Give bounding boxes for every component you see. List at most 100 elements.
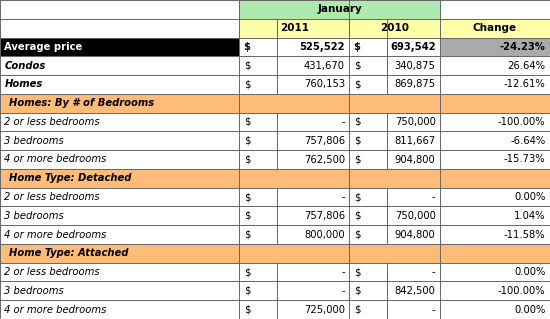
Text: $: $ (354, 286, 360, 296)
Text: -100.00%: -100.00% (498, 117, 546, 127)
Bar (349, 150, 440, 169)
Text: January: January (317, 4, 362, 14)
Bar (239, 225, 349, 244)
Text: Homes: Homes (4, 79, 43, 89)
Text: 693,542: 693,542 (390, 42, 436, 52)
Bar (440, 38, 550, 56)
Text: 762,500: 762,500 (304, 154, 345, 165)
Text: 757,806: 757,806 (304, 136, 345, 146)
Text: $: $ (244, 154, 250, 165)
Text: -: - (341, 117, 345, 127)
Text: -6.64%: -6.64% (510, 136, 546, 146)
Text: 869,875: 869,875 (394, 79, 436, 89)
Bar (0, 263, 239, 281)
Bar (440, 188, 550, 206)
Bar (239, 56, 349, 75)
Bar (440, 19, 550, 38)
Bar (0, 300, 239, 319)
Bar (440, 56, 550, 75)
Text: Average price: Average price (4, 42, 82, 52)
Text: 757,806: 757,806 (304, 211, 345, 221)
Text: $: $ (244, 192, 250, 202)
Text: Change: Change (473, 23, 517, 33)
Bar (349, 19, 440, 38)
Bar (440, 150, 550, 169)
Bar (0, 206, 239, 225)
Bar (440, 263, 550, 281)
Text: $: $ (354, 117, 360, 127)
Text: $: $ (354, 42, 361, 52)
Bar (239, 113, 349, 131)
Bar (0, 188, 239, 206)
Bar (239, 300, 349, 319)
Text: 750,000: 750,000 (395, 211, 436, 221)
Text: 760,153: 760,153 (304, 79, 345, 89)
Bar (349, 38, 440, 56)
Text: 2 or less bedrooms: 2 or less bedrooms (4, 192, 100, 202)
Bar (349, 113, 440, 131)
Bar (239, 188, 349, 206)
Text: $: $ (354, 267, 360, 277)
Text: -12.61%: -12.61% (504, 79, 546, 89)
Bar (440, 113, 550, 131)
Text: Homes: By # of Bedrooms: Homes: By # of Bedrooms (9, 98, 154, 108)
Bar (239, 0, 440, 19)
Text: 4 or more bedrooms: 4 or more bedrooms (4, 230, 107, 240)
Bar (0, 38, 239, 56)
Text: -15.73%: -15.73% (504, 154, 546, 165)
Text: 4 or more bedrooms: 4 or more bedrooms (4, 305, 107, 315)
Bar (239, 131, 349, 150)
Bar (349, 56, 440, 75)
Text: -: - (432, 267, 436, 277)
Text: Condos: Condos (4, 61, 46, 71)
Text: $: $ (244, 79, 250, 89)
Text: -: - (341, 267, 345, 277)
Bar (349, 188, 440, 206)
Text: 725,000: 725,000 (304, 305, 345, 315)
Bar (440, 300, 550, 319)
Text: 904,800: 904,800 (395, 154, 436, 165)
Text: -: - (432, 192, 436, 202)
Bar (349, 131, 440, 150)
Bar (0, 225, 239, 244)
Text: 3 bedrooms: 3 bedrooms (4, 211, 64, 221)
Text: -: - (341, 286, 345, 296)
Text: $: $ (244, 267, 250, 277)
Text: $: $ (354, 154, 360, 165)
Bar (0, 131, 239, 150)
Bar (349, 75, 440, 94)
Text: -11.58%: -11.58% (504, 230, 546, 240)
Text: $: $ (244, 286, 250, 296)
Bar (440, 75, 550, 94)
Text: $: $ (354, 79, 360, 89)
Bar (349, 281, 440, 300)
Text: $: $ (354, 61, 360, 71)
Bar (440, 281, 550, 300)
Bar (440, 131, 550, 150)
Text: -24.23%: -24.23% (500, 42, 546, 52)
Bar (349, 263, 440, 281)
Text: 4 or more bedrooms: 4 or more bedrooms (4, 154, 107, 165)
Text: 1.04%: 1.04% (514, 211, 546, 221)
Bar (440, 206, 550, 225)
Bar (239, 263, 349, 281)
Text: -: - (341, 192, 345, 202)
Text: -: - (432, 305, 436, 315)
Bar (0, 244, 550, 263)
Text: 340,875: 340,875 (395, 61, 436, 71)
Text: $: $ (244, 305, 250, 315)
Bar (239, 150, 349, 169)
Bar (239, 75, 349, 94)
Text: 3 bedrooms: 3 bedrooms (4, 136, 64, 146)
Text: 750,000: 750,000 (395, 117, 436, 127)
Text: $: $ (244, 230, 250, 240)
Text: $: $ (354, 136, 360, 146)
Text: $: $ (354, 192, 360, 202)
Bar (239, 206, 349, 225)
Text: $: $ (244, 211, 250, 221)
Bar (239, 19, 349, 38)
Text: 26.64%: 26.64% (508, 61, 546, 71)
Text: 2 or less bedrooms: 2 or less bedrooms (4, 267, 100, 277)
Bar (239, 38, 349, 56)
Text: $: $ (354, 211, 360, 221)
